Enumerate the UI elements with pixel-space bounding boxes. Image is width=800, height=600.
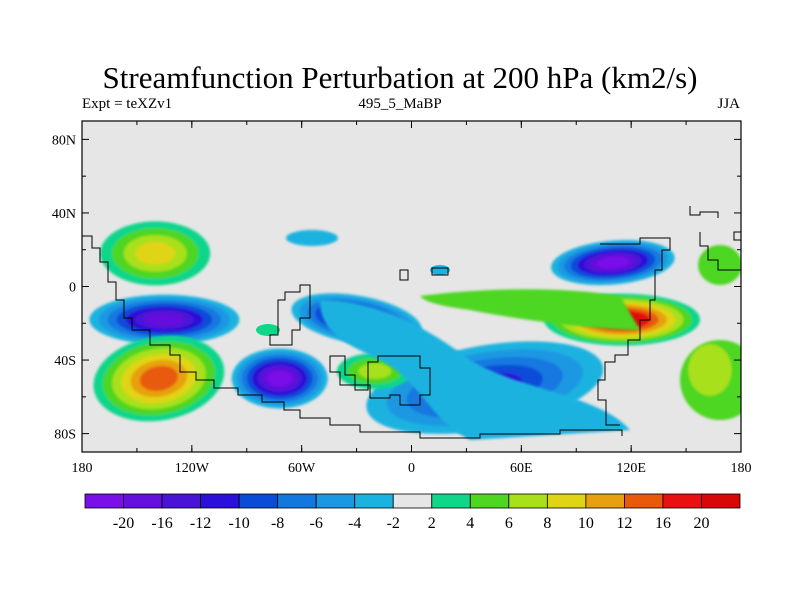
y-tick-label: 40S [54,354,76,369]
x-tick-label: 120E [616,461,646,476]
contour-band [688,344,732,396]
season-label: JJA [717,96,740,112]
chart-title: Streamfunction Perturbation at 200 hPa (… [102,60,698,95]
colorbar-label: 20 [693,515,709,532]
colorbar-label: -2 [387,515,400,532]
colorbar-label: -4 [348,515,361,532]
x-tick-label: 180 [731,461,752,476]
colorbar-label: -20 [113,515,134,532]
colorbar-label: 4 [466,515,474,532]
colorbar-swatch [161,493,201,509]
colorbar-swatch [585,493,625,509]
colorbar-swatch [354,493,394,509]
colorbar-label: 6 [505,515,513,532]
colorbar-label: 8 [543,515,551,532]
contour-band [267,370,293,387]
colorbar-label: -8 [271,515,284,532]
x-tick-label: 0 [408,461,415,476]
y-tick-label: 0 [69,281,76,296]
colorbar-swatch [392,493,433,509]
colorbar-swatch [624,493,664,509]
contour-band [430,265,450,275]
contour-cell-high [100,221,211,286]
colorbar-label: 12 [616,515,632,532]
colorbar-label: 10 [578,515,594,532]
colorbar-swatch [200,493,240,509]
colorbar-swatch [123,493,163,509]
contour-band [597,256,629,269]
experiment-label: Expt = teXZv1 [82,96,173,112]
contour-band [256,324,280,336]
colorbar-swatch [84,493,124,509]
y-tick-label: 40N [52,207,76,222]
coastline [82,206,741,439]
y-tick-label: 80N [52,133,76,148]
contour-band [420,289,640,330]
case-label: 495_5_MaBP [358,96,442,112]
colorbar-swatch [701,493,741,509]
colorbar-swatch [431,493,471,509]
colorbar-label: -16 [151,515,172,532]
colorbar-swatch [546,493,587,509]
contour-band [139,365,178,391]
colorbar-label: 2 [428,515,436,532]
y-tick-label: 80S [54,428,76,443]
colorbar-swatch [315,493,356,509]
x-tick-label: 60E [510,461,533,476]
colorbar-label: -10 [228,515,249,532]
colorbar-swatch [277,493,317,509]
contour-cell-low [89,294,240,345]
x-tick-label: 180 [72,461,93,476]
contour-band [135,241,176,265]
contour-band [358,363,392,379]
contour-cell-low [551,240,675,286]
x-tick-label: 120W [175,461,210,476]
contour-band [698,245,741,285]
x-tick-label: 60W [288,461,316,476]
contour-cell-low [231,348,328,409]
colorbar-swatch [662,493,702,509]
contour-band [144,312,185,327]
contour-band [286,230,338,246]
colorbar-swatch [469,493,510,509]
colorbar-label: -12 [190,515,211,532]
colorbar-swatch [238,493,279,509]
colorbar-swatch [508,493,548,509]
contour-cell-high [93,335,225,422]
contour-band [320,300,630,440]
colorbar-label: 16 [655,515,671,532]
colorbar-label: -6 [310,515,323,532]
